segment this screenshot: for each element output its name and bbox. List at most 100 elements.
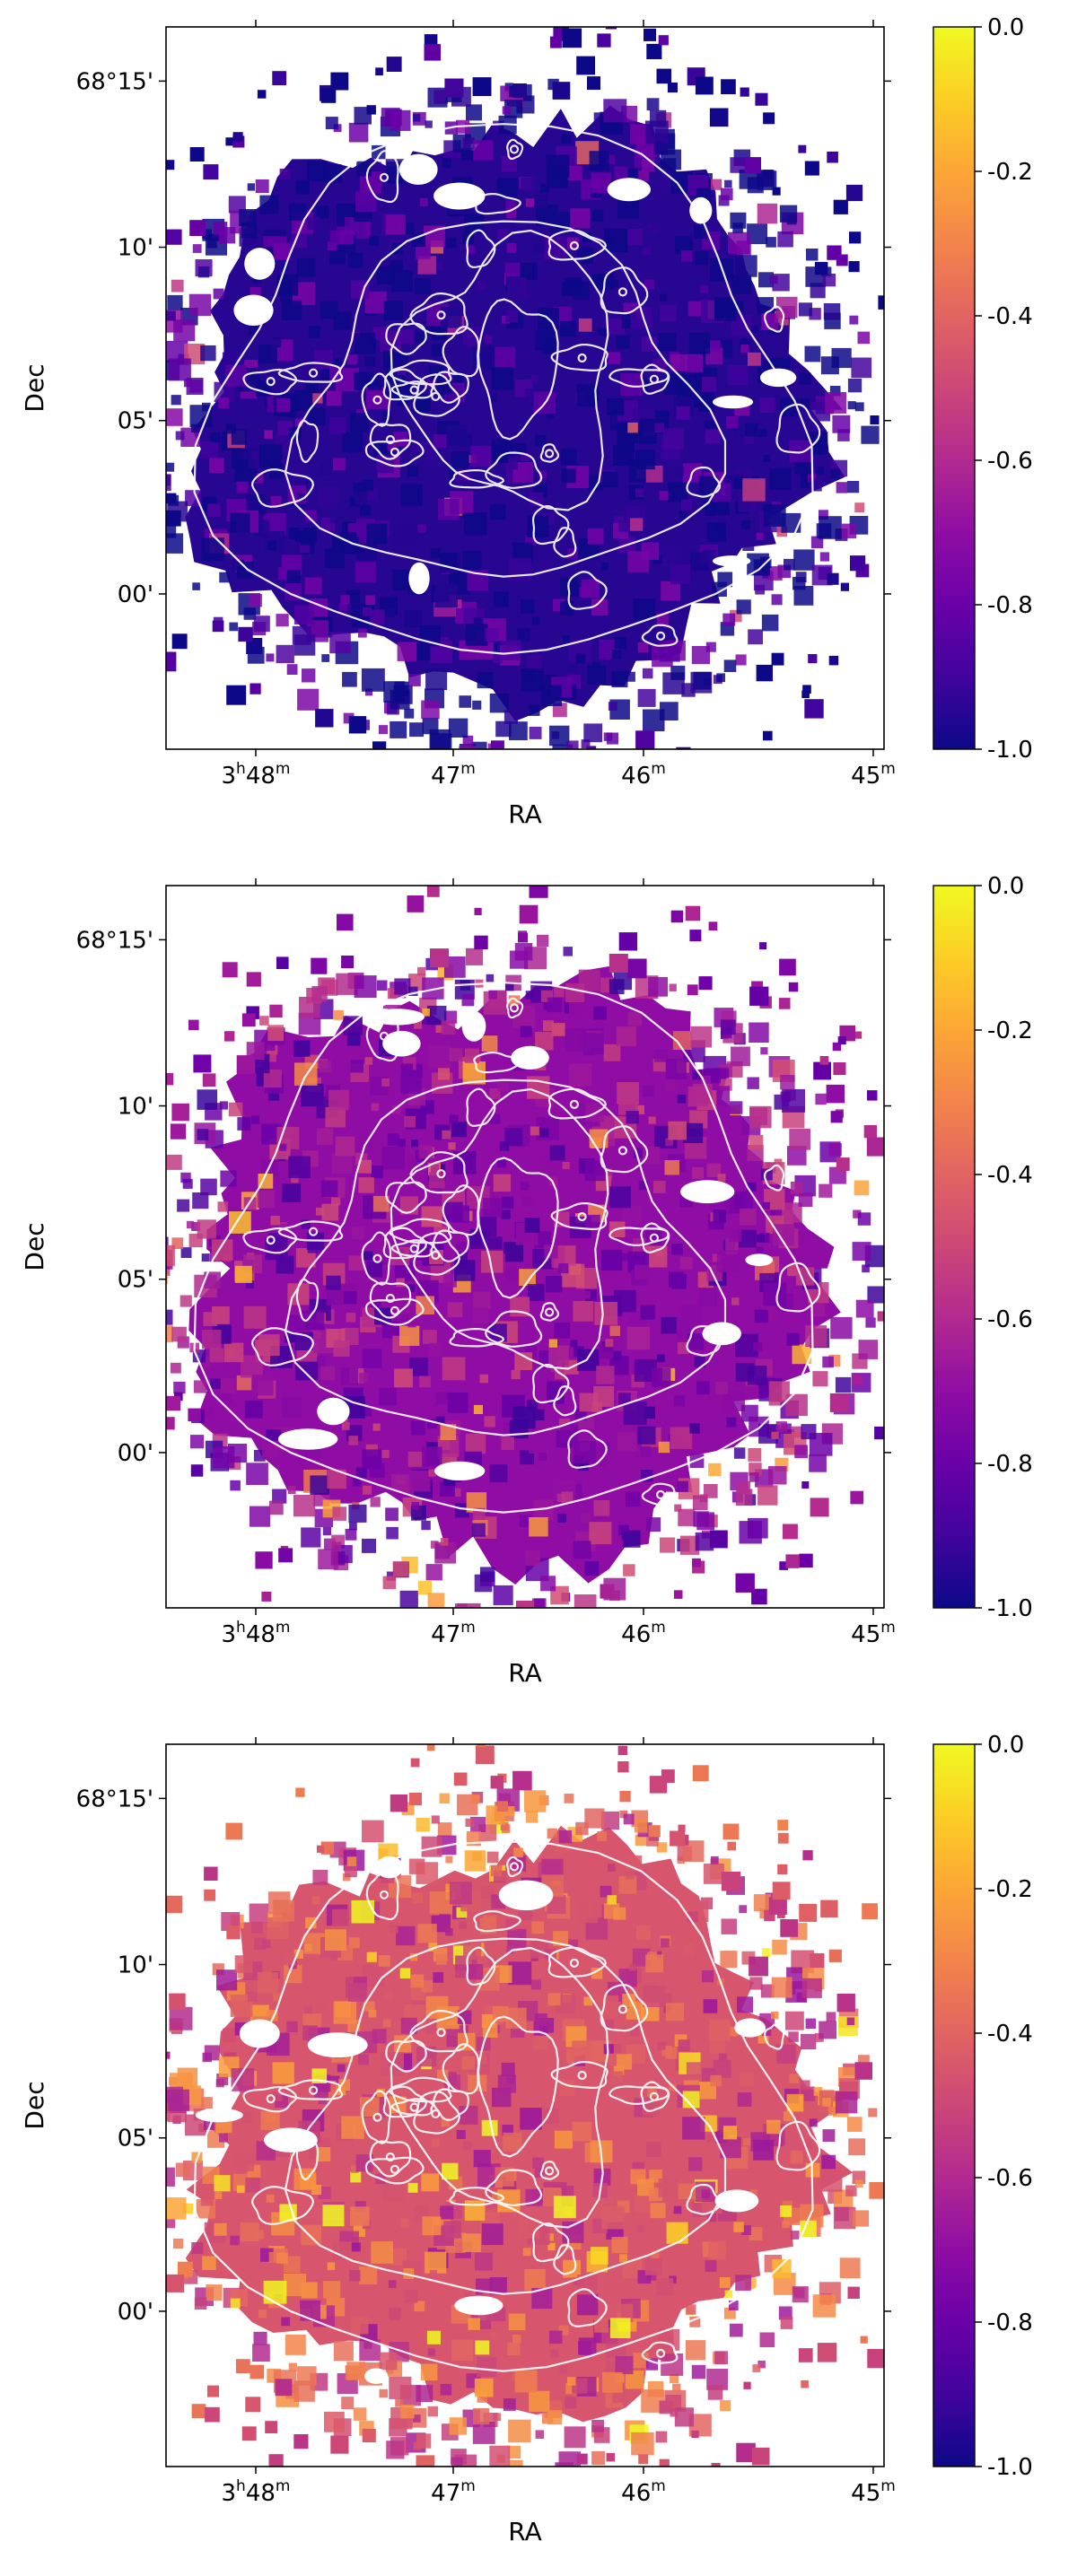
svg-text:-1.0: -1.0 <box>987 737 1033 764</box>
svg-text:45m: 45m <box>851 1619 896 1648</box>
svg-text:00': 00' <box>118 581 153 608</box>
y-axis-label: Dec <box>20 363 49 412</box>
svg-text:-0.2: -0.2 <box>987 1876 1033 1903</box>
axes-frame <box>165 26 885 750</box>
svg-text:68°15': 68°15' <box>76 927 153 954</box>
svg-text:-1.0: -1.0 <box>987 2454 1033 2481</box>
svg-text:46m: 46m <box>621 2477 666 2507</box>
colorbar-tick-label: -0.6 <box>975 1306 1033 1333</box>
heatmap-image <box>166 27 884 749</box>
chart-panel-2: 3h48m 47m 46m 45m 68°15' 10' 05' 00' RA Dec 0.0 -0.… <box>0 859 1077 1717</box>
x-tick-label: 46m <box>621 20 666 790</box>
svg-text:-0.2: -0.2 <box>987 1017 1033 1044</box>
svg-text:46m: 46m <box>621 760 666 790</box>
colorbar-tick-label: -0.8 <box>975 2310 1033 2336</box>
colorbar <box>933 885 976 1609</box>
svg-text:05': 05' <box>118 408 153 435</box>
x-tick-label: 45m <box>851 878 896 1648</box>
heatmap-image <box>166 1744 884 2467</box>
y-tick-label: 68°15' <box>76 927 891 954</box>
colorbar-tick-label: 0.0 <box>975 1732 1024 1759</box>
pixel-texture <box>166 886 884 1608</box>
colorbar-tick-label: 0.0 <box>975 873 1024 900</box>
svg-text:-0.8: -0.8 <box>987 1451 1033 1478</box>
x-tick-label: 47m <box>431 1737 476 2507</box>
x-tick-label: 47m <box>431 878 476 1648</box>
chart-svg: 3h48m 47m 46m 45m 68°15' 10' 05' 00' RA Dec 0.0 -0.… <box>20 873 1033 1688</box>
svg-text:-0.2: -0.2 <box>987 159 1033 186</box>
chart-panel-1: 3h48m 47m 46m 45m 68°15' 10' 05' 00' RA Dec 0.0 -0.… <box>0 0 1077 859</box>
svg-text:10': 10' <box>118 235 153 262</box>
svg-text:47m: 47m <box>431 2477 476 2507</box>
svg-text:0.0: 0.0 <box>987 1732 1024 1759</box>
axes-frame <box>165 885 885 1609</box>
y-tick-label: 10' <box>118 235 891 262</box>
svg-text:68°15': 68°15' <box>76 68 153 95</box>
x-axis-label: RA <box>508 799 541 829</box>
contour-lines <box>193 1840 821 2372</box>
colorbar-tick-label: -0.6 <box>975 2165 1033 2192</box>
x-tick-label: 3h48m <box>222 20 291 790</box>
y-tick-label: 00' <box>118 1440 891 1467</box>
svg-text:00': 00' <box>118 1440 153 1467</box>
svg-text:0.0: 0.0 <box>987 873 1024 900</box>
svg-text:-0.4: -0.4 <box>987 303 1033 330</box>
colorbar-tick-label: -0.2 <box>975 1017 1033 1044</box>
svg-text:47m: 47m <box>431 760 476 790</box>
y-tick-label: 05' <box>118 1267 891 1294</box>
colorbar-tick-label: -0.8 <box>975 1451 1033 1478</box>
colorbar <box>933 26 976 750</box>
colorbar-tick-label: -0.4 <box>975 303 1033 330</box>
svg-text:-0.6: -0.6 <box>987 448 1033 475</box>
chart-svg: 3h48m 47m 46m 45m 68°15' 10' 05' 00' RA Dec 0.0 -0.… <box>20 1732 1033 2546</box>
svg-text:3h48m: 3h48m <box>222 2477 291 2507</box>
svg-text:-0.6: -0.6 <box>987 2165 1033 2192</box>
colorbar-tick-label: -0.8 <box>975 592 1033 619</box>
y-tick-label: 10' <box>118 1094 891 1121</box>
svg-text:-1.0: -1.0 <box>987 1595 1033 1622</box>
colorbar-tick-label: -0.4 <box>975 2021 1033 2048</box>
y-tick-label: 00' <box>118 581 891 608</box>
colorbar-tick-label: -0.2 <box>975 1876 1033 1903</box>
x-tick-label: 3h48m <box>222 1737 291 2507</box>
x-tick-label: 46m <box>621 1737 666 2507</box>
colorbar <box>933 1743 976 2467</box>
y-tick-label: 10' <box>118 1952 891 1979</box>
x-tick-label: 3h48m <box>222 878 291 1648</box>
heatmap-image <box>166 886 884 1608</box>
svg-text:-0.4: -0.4 <box>987 1162 1033 1189</box>
svg-text:3h48m: 3h48m <box>222 1619 291 1648</box>
svg-text:-0.8: -0.8 <box>987 2310 1033 2336</box>
x-tick-label: 45m <box>851 1737 896 2507</box>
y-tick-label: 00' <box>118 2299 891 2326</box>
y-axis-label: Dec <box>20 2081 49 2129</box>
x-axis-label: RA <box>508 2517 541 2546</box>
svg-text:47m: 47m <box>431 1619 476 1648</box>
contour-lines <box>193 982 821 1514</box>
x-axis-label: RA <box>508 1658 541 1688</box>
svg-text:05': 05' <box>118 1267 153 1294</box>
svg-text:05': 05' <box>118 2126 153 2152</box>
y-tick-label: 05' <box>118 2126 891 2152</box>
svg-text:0.0: 0.0 <box>987 14 1024 41</box>
pixel-texture <box>166 1744 884 2467</box>
svg-text:68°15': 68°15' <box>76 1786 153 1812</box>
y-tick-label: 68°15' <box>76 1786 891 1812</box>
x-tick-label: 45m <box>851 20 896 790</box>
y-tick-label: 05' <box>118 408 891 435</box>
x-tick-label: 46m <box>621 878 666 1648</box>
y-axis-label: Dec <box>20 1222 49 1271</box>
x-tick-label: 47m <box>431 20 476 790</box>
chart-svg: 3h48m 47m 46m 45m 68°15' 10' 05' 00' RA Dec 0.0 -0.… <box>20 14 1033 829</box>
svg-text:45m: 45m <box>851 760 896 790</box>
svg-text:3h48m: 3h48m <box>222 760 291 790</box>
svg-text:-0.4: -0.4 <box>987 2021 1033 2048</box>
svg-text:10': 10' <box>118 1952 153 1979</box>
svg-text:46m: 46m <box>621 1619 666 1648</box>
colorbar-tick-label: 0.0 <box>975 14 1024 41</box>
y-tick-label: 68°15' <box>76 68 891 95</box>
colorbar-tick-label: -1.0 <box>975 737 1033 764</box>
contour-lines <box>193 123 821 655</box>
colorbar-tick-label: -0.6 <box>975 448 1033 475</box>
colorbar-tick-label: -0.2 <box>975 159 1033 186</box>
